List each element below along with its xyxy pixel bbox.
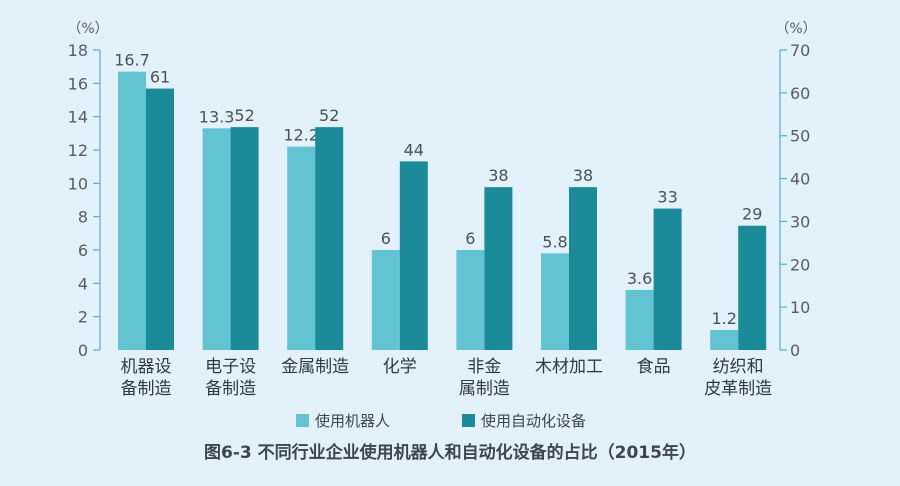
bar-robot [118, 71, 146, 351]
data-label-automation: 38 [573, 166, 593, 185]
bar-automation [653, 208, 682, 350]
data-label-automation: 38 [488, 166, 508, 185]
bar-automation [569, 187, 597, 350]
data-label-robot: 12.2 [283, 126, 319, 145]
left-tick-label: 0 [78, 341, 88, 360]
left-axis-unit: （%） [67, 21, 108, 37]
legend-swatch [462, 414, 475, 427]
right-axis-unit: （%） [775, 21, 816, 37]
bar-robot [371, 250, 400, 350]
category-label: 电子设 [205, 357, 256, 377]
data-label-robot: 5.8 [542, 232, 567, 251]
data-label-robot: 3.6 [627, 269, 652, 288]
right-tick-label: 60 [790, 84, 810, 103]
left-tick-label: 6 [78, 241, 88, 260]
right-tick-label: 0 [790, 341, 800, 360]
left-tick-label: 18 [68, 41, 88, 60]
category-label: 化学 [383, 357, 417, 377]
bar-automation [315, 127, 344, 351]
data-label-robot: 1.2 [711, 309, 736, 328]
right-tick-label: 20 [790, 255, 810, 274]
category-label: 金属制造 [281, 357, 349, 377]
data-label-robot: 6 [465, 229, 475, 248]
data-label-automation: 52 [319, 106, 339, 125]
bar-robot [456, 250, 485, 350]
right-tick-label: 40 [790, 170, 810, 189]
category-label: 机器设 [121, 357, 172, 377]
data-label-automation: 61 [150, 68, 170, 87]
left-tick-label: 8 [78, 208, 88, 227]
left-tick-label: 14 [68, 108, 88, 127]
bar-automation [399, 161, 428, 350]
left-tick-label: 2 [78, 308, 88, 327]
data-label-automation: 33 [657, 188, 677, 207]
bar-automation [146, 88, 174, 351]
right-tick-label: 10 [790, 298, 810, 317]
left-tick-label: 10 [68, 174, 88, 193]
category-label: 属制造 [459, 379, 510, 399]
left-tick-label: 4 [78, 274, 88, 293]
legend-label: 使用自动化设备 [481, 412, 586, 430]
left-tick-label: 12 [68, 141, 88, 160]
data-label-automation: 52 [234, 106, 254, 125]
data-label-robot: 16.7 [114, 51, 150, 70]
bar-automation [230, 127, 259, 351]
bar-automation [738, 225, 767, 350]
data-label-robot: 6 [381, 229, 391, 248]
category-label: 非金 [467, 357, 501, 377]
bar-robot [710, 330, 739, 350]
bar-robot [202, 128, 231, 350]
category-label: 备制造 [205, 379, 256, 399]
legend-swatch [296, 414, 309, 427]
left-tick-label: 16 [68, 74, 88, 93]
bar-automation [484, 187, 513, 350]
category-label: 食品 [637, 357, 671, 377]
bar-robot [287, 146, 316, 350]
legend-label: 使用机器人 [315, 412, 390, 430]
data-label-robot: 13.3 [199, 107, 235, 126]
right-tick-label: 30 [790, 212, 810, 231]
category-label: 备制造 [121, 379, 172, 399]
bar-robot [541, 253, 569, 350]
category-label: 皮革制造 [704, 379, 772, 399]
right-tick-label: 50 [790, 127, 810, 146]
category-label: 纺织和 [713, 357, 764, 377]
data-label-automation: 29 [742, 205, 762, 224]
category-label: 木材加工 [535, 357, 603, 377]
data-label-automation: 44 [404, 140, 424, 159]
bar-robot [625, 290, 654, 350]
right-tick-label: 70 [790, 41, 810, 60]
chart-caption: 图6-3 不同行业企业使用机器人和自动化设备的占比（2015年） [204, 442, 696, 463]
